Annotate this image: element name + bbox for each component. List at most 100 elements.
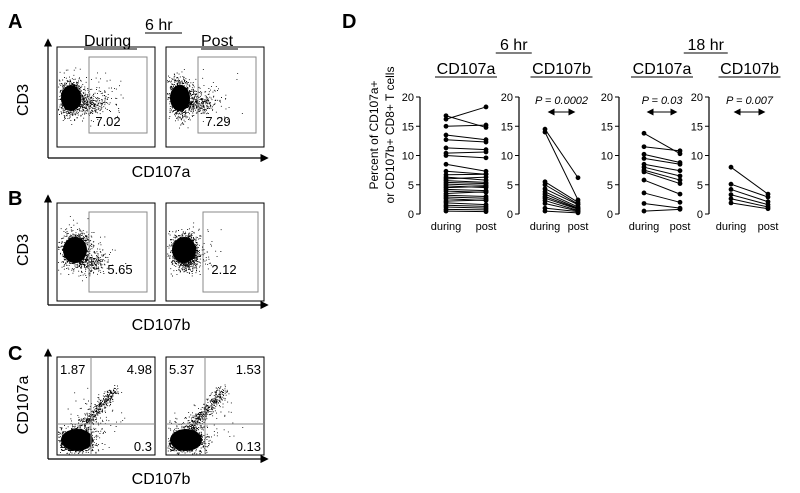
d-sub2-ytick-label: 5 (607, 180, 613, 192)
d-sub3-point-post (765, 194, 771, 200)
panel-b-value-post: 2.12 (211, 262, 236, 277)
d-sub1-point-during (542, 208, 548, 214)
panel-d: Percent of CD107a+ or CD107b+ CD8+ T cel… (367, 37, 781, 233)
d-sub1-ytick-label: 10 (501, 151, 513, 163)
time-header: 6 hr (145, 17, 173, 34)
d-sub2-point-during (641, 151, 647, 157)
panel-label-a: A (8, 11, 22, 33)
d-sub0-point-during (443, 123, 449, 129)
panel-c-during-ll: 92.9 (60, 439, 85, 454)
col-header-post: Post (201, 33, 234, 50)
panel-a-value-during: 7.02 (95, 114, 120, 129)
d-sub1-ytick-label: 5 (507, 180, 513, 192)
panel-c-during-lr: 0.3 (134, 439, 152, 454)
panel-c-during-ur: 4.98 (127, 362, 152, 377)
d-sub0-pair-line (445, 180, 487, 183)
d-sub3-xlabel: during (716, 221, 747, 233)
d-sub1-pair-line (544, 131, 579, 201)
d-sub0-pair-line (445, 204, 487, 207)
d-sub0-point-during (443, 208, 449, 214)
d-sub3-point-during (728, 196, 734, 202)
panel-c-plot-post (165, 356, 265, 456)
panel-b-plot-post (165, 202, 265, 302)
d-sub2-point-post (677, 173, 683, 179)
d-sub2-point-post (677, 168, 683, 174)
d-sub2-pair-line (643, 153, 681, 164)
d-group-time-header: 6 hr (500, 37, 528, 54)
panel-a: CD3 CD107a 7.02 7.29 (15, 38, 269, 181)
d-sub1-pair-line (544, 184, 579, 205)
d-sub3-pair-line (730, 194, 769, 206)
d-sub2-pair-line (643, 163, 681, 172)
d-sub1-point-during (542, 129, 548, 135)
d-sub3-title: CD107b (720, 61, 779, 78)
panel-d-chart: 0 5 10 15 20 during post CD107a 0 5 10 15 20 during po… (402, 37, 781, 233)
panel-c-post-ul: 5.37 (169, 362, 194, 377)
d-sub0-point-post (483, 155, 489, 161)
d-sub2-point-during (641, 144, 647, 150)
panel-a-plot-post (165, 46, 265, 148)
d-sub1-pair-line (544, 197, 579, 210)
panel-b-gate-during (88, 211, 148, 293)
d-sub1-pair-line (544, 200, 579, 211)
panel-a-y-label: CD3 (15, 84, 32, 116)
d-sub0-pair-line (445, 176, 487, 180)
d-sub0-pair-line (445, 163, 487, 172)
d-sub0-point-during (443, 153, 449, 158)
d-sub2-ytick-label: 0 (607, 209, 613, 221)
d-sub0-pair-line (445, 155, 487, 159)
panel-d-y-label-line2: or CD107b+ CD8+ T cells (383, 67, 397, 204)
d-sub2-pair-line (643, 208, 681, 212)
d-sub0-point-post (483, 189, 489, 195)
d-sub0-point-post (483, 149, 489, 155)
d-sub3-point-during (728, 187, 734, 192)
d-sub0-ytick-label: 15 (402, 121, 414, 133)
panel-c-post-ll: 93 (169, 439, 183, 454)
panel-label-b: B (8, 188, 22, 210)
d-sub0-pair-line (445, 202, 487, 206)
d-sub1-point-during (542, 201, 548, 206)
d-sub2-point-post (677, 161, 683, 167)
d-sub2-xlabel: during (629, 221, 660, 233)
d-sub3-point-during (728, 181, 734, 187)
d-sub1-pair-line (544, 210, 579, 214)
d-sub2-point-during (641, 156, 647, 161)
d-sub2-point-post (677, 181, 683, 186)
d-sub2-point-during (641, 169, 647, 175)
d-sub0-pair-line (445, 208, 487, 211)
d-sub1-ytick-label: 20 (501, 92, 513, 104)
panel-c-post-ur: 1.53 (236, 362, 261, 377)
d-sub1-pair-line (544, 181, 579, 203)
d-sub1-point-during (542, 182, 548, 188)
d-sub2-pair-line (643, 171, 681, 185)
d-sub0-pair-line (445, 151, 487, 154)
d-sub2-point-post (677, 206, 683, 212)
d-sub1-pair-line (544, 191, 579, 208)
panel-b-gate-post (202, 211, 259, 293)
d-sub3-ytick-label: 5 (697, 180, 703, 192)
d-sub0-pair-line (445, 170, 487, 175)
d-sub2-point-post (677, 199, 683, 205)
d-sub1-pvalue: P = 0.0002 (535, 95, 588, 107)
d-sub2-ytick-label: 10 (601, 151, 613, 163)
panel-b-plot-during (56, 202, 156, 302)
panel-c-during-ul: 1.87 (60, 362, 85, 377)
d-sub2-ytick-label: 15 (601, 121, 613, 133)
d-sub0-pair-line (445, 134, 487, 141)
d-sub0-point-post (483, 209, 489, 215)
d-sub0-point-during (443, 116, 449, 122)
panel-a-value-post: 7.29 (205, 114, 230, 129)
d-sub2-pair-line (643, 166, 681, 177)
d-sub0-point-post (483, 139, 489, 145)
d-sub0-pair-line (445, 173, 487, 176)
d-sub1-pair-line (544, 195, 579, 210)
d-sub2-pair-line (643, 192, 681, 203)
d-sub0-point-during (443, 168, 449, 174)
d-sub0-ytick-label: 5 (408, 180, 414, 192)
d-sub1-ytick-label: 0 (507, 209, 513, 221)
d-sub0-pair-line (445, 194, 487, 197)
d-sub2-point-post (677, 148, 683, 154)
panel-b-dots-during (58, 215, 127, 282)
d-sub0-point-post (483, 197, 489, 203)
d-sub2-point-during (641, 201, 647, 206)
